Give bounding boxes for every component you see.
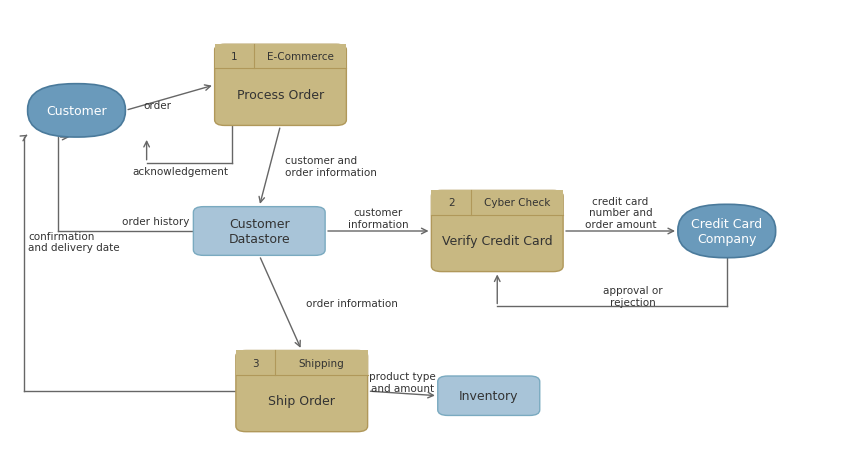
- Text: order information: order information: [306, 298, 398, 308]
- Text: approval or
rejection: approval or rejection: [604, 286, 663, 307]
- FancyBboxPatch shape: [27, 84, 126, 138]
- Text: Shipping: Shipping: [298, 358, 344, 368]
- Bar: [431, 191, 563, 215]
- FancyBboxPatch shape: [438, 376, 540, 416]
- Text: credit card
number and
order amount: credit card number and order amount: [585, 196, 656, 230]
- FancyBboxPatch shape: [193, 207, 325, 256]
- Text: Process Order: Process Order: [237, 89, 324, 102]
- Text: confirmation
and delivery date: confirmation and delivery date: [28, 231, 120, 253]
- Text: Credit Card
Company: Credit Card Company: [691, 218, 762, 245]
- Text: Verify Credit Card: Verify Credit Card: [442, 235, 552, 248]
- Text: 1: 1: [231, 52, 238, 62]
- Text: order: order: [144, 100, 172, 111]
- Bar: [214, 45, 347, 69]
- Text: 2: 2: [448, 198, 455, 208]
- Text: Customer: Customer: [46, 105, 107, 118]
- FancyBboxPatch shape: [431, 191, 563, 272]
- FancyBboxPatch shape: [677, 205, 775, 258]
- Text: Ship Order: Ship Order: [269, 394, 335, 407]
- Text: customer
information: customer information: [348, 208, 409, 229]
- Text: Inventory: Inventory: [459, 389, 518, 402]
- Text: E-Commerce: E-Commerce: [267, 52, 334, 62]
- Text: 3: 3: [252, 358, 259, 368]
- Bar: [235, 351, 367, 375]
- Text: order history: order history: [122, 216, 189, 226]
- Text: acknowledgement: acknowledgement: [133, 167, 229, 176]
- FancyBboxPatch shape: [214, 45, 347, 126]
- FancyBboxPatch shape: [235, 351, 367, 432]
- Text: product type
and amount: product type and amount: [369, 371, 436, 393]
- Text: Customer
Datastore: Customer Datastore: [229, 218, 290, 245]
- Text: customer and
order information: customer and order information: [285, 156, 377, 177]
- Text: Cyber Check: Cyber Check: [484, 198, 550, 208]
